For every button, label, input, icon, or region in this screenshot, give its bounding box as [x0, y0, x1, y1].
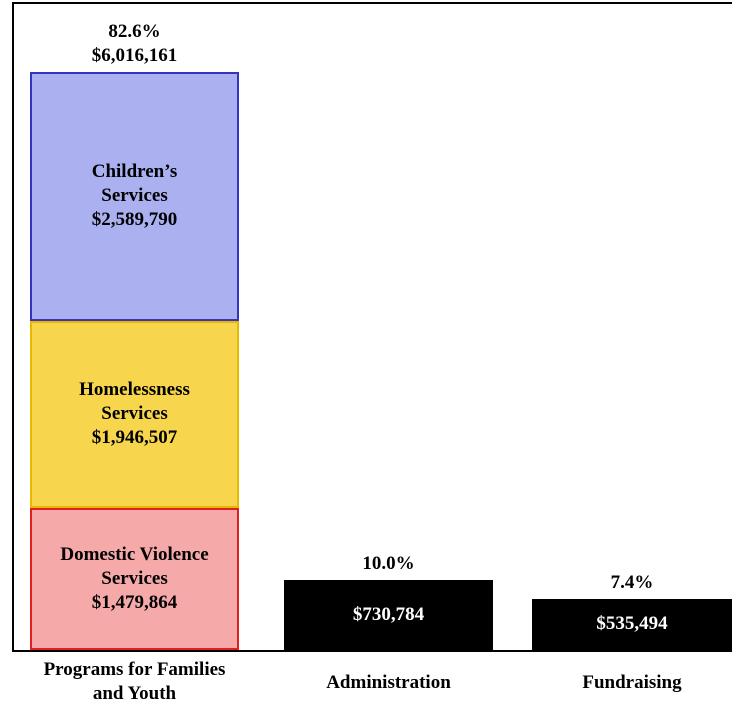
- segment-name: Children’s Services: [91, 161, 178, 207]
- bar-top-labels: 10.0%: [284, 552, 493, 576]
- bar-segment: $730,784: [284, 579, 493, 650]
- value-label: $1,479,864: [91, 591, 178, 613]
- frame-top: [12, 2, 732, 4]
- value-label: $1,946,507: [91, 427, 178, 449]
- value-label: $2,589,790: [91, 209, 178, 231]
- share-label: 10.0%: [362, 552, 415, 574]
- segment-name: Homelessness Services: [79, 379, 190, 425]
- category-label: Programs for Families and Youth: [43, 659, 226, 704]
- frame-left: [12, 2, 14, 652]
- baseline: [12, 650, 732, 652]
- bar-segment: $535,494: [532, 598, 732, 650]
- share-label: 82.6%: [108, 21, 161, 42]
- bar-segment: Children’s Services $2,589,790: [30, 72, 239, 321]
- value-label: $535,494: [596, 613, 668, 635]
- total-label: $6,016,161: [91, 45, 178, 66]
- category-label: Fundraising: [582, 672, 682, 693]
- bar-top-labels: 82.6% $6,016,161: [30, 20, 239, 68]
- value-label: $730,784: [352, 603, 425, 625]
- category-label: Administration: [326, 672, 451, 693]
- share-label: 7.4%: [610, 571, 654, 593]
- segment-name: Domestic Violence Services: [60, 543, 209, 589]
- bar-segment: Homelessness Services $1,946,507: [30, 320, 239, 508]
- bar-top-labels: 7.4%: [532, 571, 732, 595]
- bar-segment: Domestic Violence Services $1,479,864: [30, 507, 239, 650]
